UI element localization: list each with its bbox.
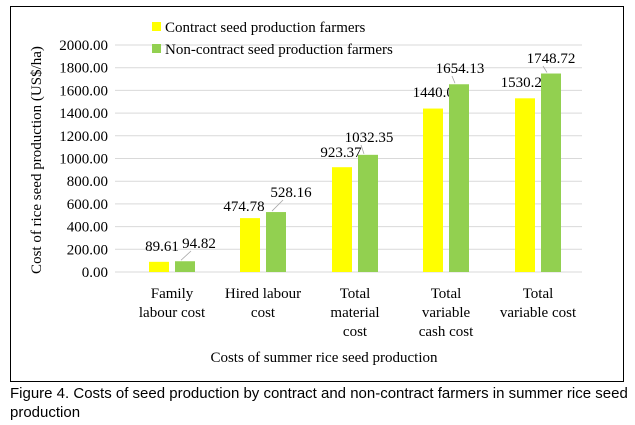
bar-non-contract: [175, 261, 195, 272]
y-axis-title: Cost of rice seed production (US$/ha): [29, 46, 45, 274]
x-tick-label: Family: [151, 286, 194, 302]
y-tick-label: 600.00: [67, 197, 108, 213]
data-label: 528.16: [270, 185, 312, 201]
x-tick-label: material: [330, 305, 379, 321]
leader-line: [271, 199, 284, 212]
bar-non-contract: [449, 84, 469, 272]
figure-caption: Figure 4. Costs of seed production by co…: [10, 385, 628, 421]
x-tick-label: Total: [523, 286, 554, 302]
data-label: 1748.72: [527, 51, 576, 67]
y-tick-label: 400.00: [67, 220, 108, 236]
chart-frame: [10, 6, 624, 382]
bar-contract: [240, 218, 260, 272]
leader-line: [360, 144, 365, 154]
y-tick-label: 800.00: [67, 174, 108, 190]
bar-contract: [423, 108, 443, 273]
leader-line: [451, 75, 456, 84]
legend-label: Contract seed production farmers: [165, 20, 366, 36]
bar-contract: [149, 261, 169, 272]
x-tick-label: variable cost: [500, 305, 577, 321]
x-tick-label: cash cost: [419, 324, 474, 340]
y-tick-label: 0.00: [82, 265, 108, 281]
leader-line: [180, 250, 192, 261]
bar-non-contract: [358, 154, 378, 272]
bar-non-contract: [541, 73, 561, 272]
bar-contract: [332, 167, 352, 272]
legend-label: Non-contract seed production farmers: [165, 42, 393, 58]
x-axis-title: Costs of summer rice seed production: [210, 350, 438, 366]
y-tick-label: 1400.00: [59, 106, 108, 122]
data-label: 474.78: [223, 199, 264, 215]
bar-contract: [515, 98, 535, 273]
data-label: 1530.25: [501, 75, 550, 91]
x-tick-label: Hired labour: [225, 286, 301, 302]
y-tick-label: 1800.00: [59, 61, 108, 77]
y-tick-label: 2000.00: [59, 38, 108, 54]
data-label: 1032.35: [345, 130, 394, 146]
y-tick-label: 1600.00: [59, 83, 108, 99]
x-tick-label: Total: [340, 286, 371, 302]
data-label: 94.82: [182, 236, 216, 252]
y-tick-label: 1200.00: [59, 129, 108, 145]
x-tick-label: variable: [422, 305, 471, 321]
x-tick-label: Total: [431, 286, 462, 302]
data-label: 923.37: [320, 145, 362, 161]
x-tick-label: cost: [251, 305, 276, 321]
y-tick-label: 200.00: [67, 242, 108, 258]
leader-line: [542, 65, 548, 73]
bar-non-contract: [266, 212, 286, 272]
data-label: 89.61: [145, 239, 179, 255]
legend-swatch: [152, 22, 161, 31]
data-label: 1654.13: [436, 61, 485, 77]
x-tick-label: labour cost: [139, 305, 206, 321]
y-tick-label: 1000.00: [59, 152, 108, 168]
x-tick-label: cost: [343, 324, 368, 340]
legend-swatch: [152, 44, 161, 53]
